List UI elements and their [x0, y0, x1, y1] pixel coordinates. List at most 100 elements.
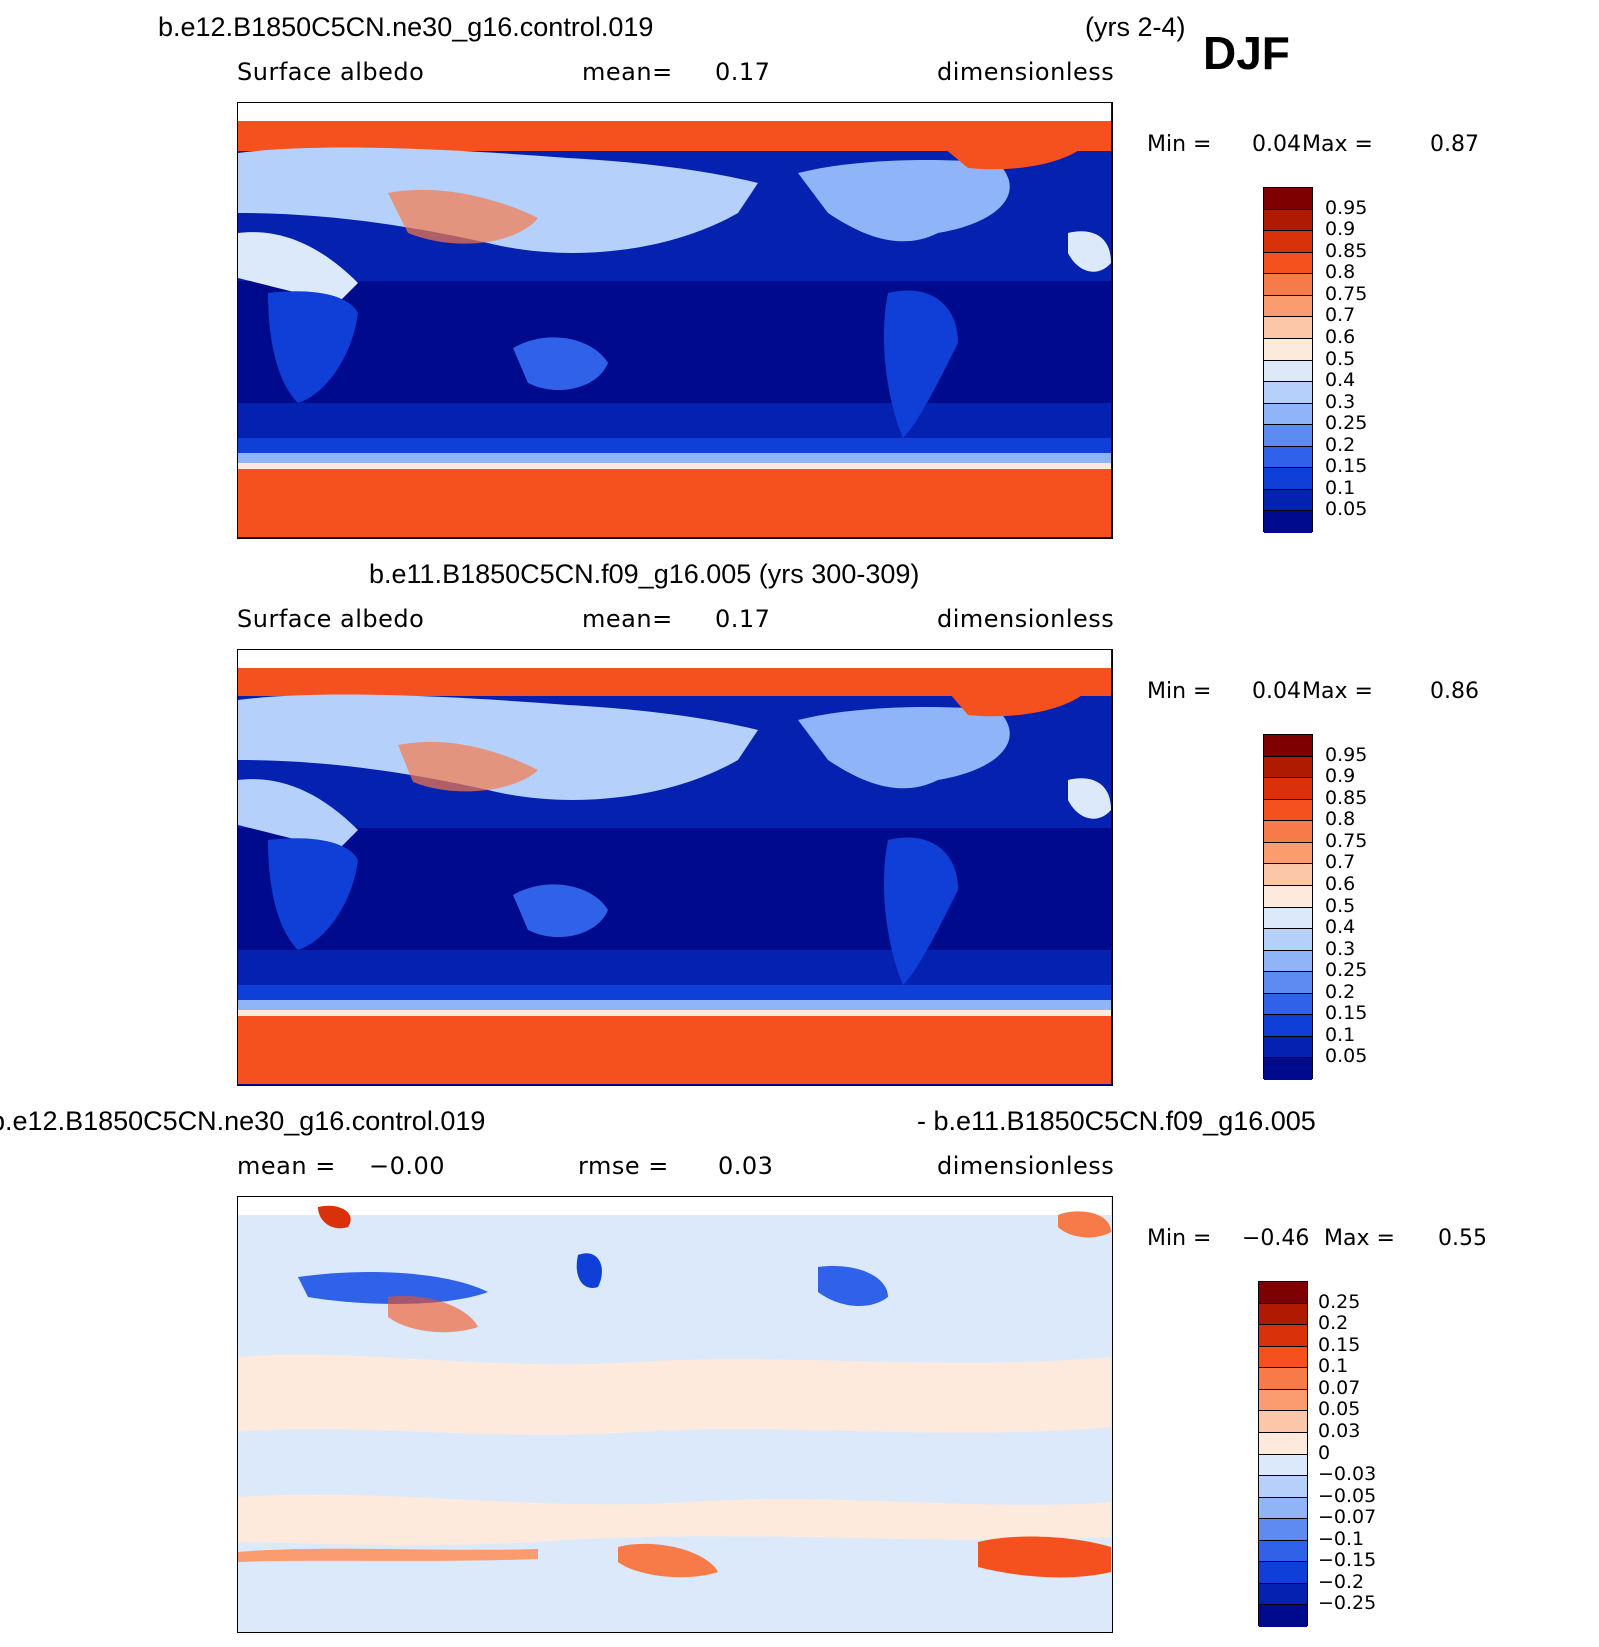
panel3-mean-label: mean = [237, 1152, 336, 1180]
colorbar-swatch [1259, 1389, 1307, 1412]
colorbar-label: 0.15 [1325, 1002, 1368, 1025]
panel1-min-value: 0.04 [1252, 132, 1301, 157]
colorbar-label: 0.3 [1325, 937, 1356, 960]
colorbar-swatch [1264, 1058, 1312, 1080]
albedo-colorbar-swatches [1263, 734, 1313, 1080]
colorbar-label: 0.05 [1318, 1398, 1361, 1421]
panel2-units: dimensionless [937, 605, 1115, 633]
panel1-min-label: Min = [1147, 132, 1212, 157]
panel3-title-left: b.e12.B1850C5CN.ne30_g16.control.019 [0, 1106, 486, 1136]
colorbar-swatch [1264, 188, 1312, 210]
panel3-title-right: - b.e11.B1850C5CN.f09_g16.005 [917, 1106, 1316, 1136]
panel2-map-field [238, 650, 1111, 1084]
colorbar-label: 0.05 [1325, 498, 1368, 521]
colorbar-swatch [1264, 231, 1312, 253]
colorbar-swatch [1259, 1605, 1307, 1627]
colorbar-swatch [1259, 1303, 1307, 1326]
colorbar-label: −0.05 [1318, 1484, 1377, 1507]
colorbar-label: 0.6 [1325, 872, 1356, 895]
panel3-max-label: Max = [1324, 1226, 1395, 1251]
season-label: DJF [1203, 27, 1290, 79]
colorbar-label: 0.75 [1325, 282, 1368, 305]
colorbar-label: 0.9 [1325, 218, 1356, 241]
colorbar-label: 0.4 [1325, 369, 1356, 392]
colorbar-label: −0.2 [1318, 1570, 1365, 1593]
colorbar-swatch [1259, 1325, 1307, 1347]
panel1-units: dimensionless [937, 58, 1115, 86]
colorbar-swatch [1259, 1497, 1307, 1520]
colorbar-swatch [1264, 972, 1312, 994]
colorbar-swatch [1264, 274, 1312, 296]
panel2-title: b.e11.B1850C5CN.f09_g16.005 (yrs 300-309… [369, 559, 920, 589]
colorbar-label: 0.15 [1318, 1333, 1361, 1356]
colorbar-swatch [1264, 842, 1312, 865]
panel2-map [237, 649, 1113, 1086]
colorbar-swatch [1259, 1540, 1307, 1563]
colorbar-swatch [1264, 489, 1312, 512]
colorbar-swatch [1264, 382, 1312, 404]
panel3-rmse-label: rmse = [578, 1152, 669, 1180]
colorbar-swatch [1264, 425, 1312, 447]
colorbar-label: 0.8 [1325, 261, 1356, 284]
case1-title: b.e12.B1850C5CN.ne30_g16.control.019 [158, 12, 654, 42]
colorbar-label: 0.1 [1325, 476, 1356, 499]
colorbar-label: 0.25 [1325, 959, 1368, 982]
colorbar-swatch [1264, 338, 1312, 361]
colorbar-swatch [1264, 317, 1312, 339]
colorbar-label: 0 [1318, 1441, 1331, 1464]
colorbar-label: 0.7 [1325, 851, 1356, 874]
colorbar-swatch [1264, 446, 1312, 469]
colorbar-label: 0.6 [1325, 325, 1356, 348]
colorbar-label: −0.03 [1318, 1463, 1377, 1486]
colorbar-label: −0.07 [1318, 1506, 1377, 1529]
colorbar-swatch [1264, 993, 1312, 1016]
colorbar-swatch [1259, 1346, 1307, 1369]
colorbar-label: 0.1 [1325, 1023, 1356, 1046]
colorbar-swatch [1264, 885, 1312, 908]
colorbar-label: 0.95 [1325, 196, 1368, 219]
panel3-min-value: −0.46 [1242, 1226, 1310, 1251]
colorbar-label: 0.2 [1325, 980, 1356, 1003]
colorbar-label: 0.1 [1318, 1355, 1349, 1378]
colorbar-label: −0.25 [1318, 1592, 1377, 1615]
colorbar-swatch [1259, 1562, 1307, 1584]
panel3-units: dimensionless [937, 1152, 1115, 1180]
colorbar-swatch [1259, 1519, 1307, 1541]
panel1-max-label: Max = [1302, 132, 1373, 157]
panel2-min-value: 0.04 [1252, 679, 1301, 704]
colorbar-label: 0.4 [1325, 916, 1356, 939]
panel2-max-value: 0.86 [1430, 679, 1479, 704]
colorbar-label: −0.1 [1318, 1527, 1365, 1550]
colorbar-label: 0.3 [1325, 390, 1356, 413]
colorbar-label: 0.25 [1325, 412, 1368, 435]
colorbar-swatch [1264, 1015, 1312, 1037]
panel1-map-field [238, 103, 1111, 537]
panel2-mean-label: mean= [582, 605, 673, 633]
panel2-min-label: Min = [1147, 679, 1212, 704]
colorbar-swatch [1259, 1583, 1307, 1606]
colorbar-label: 0.5 [1325, 347, 1356, 370]
panel3-mean-value: −0.00 [369, 1152, 446, 1180]
colorbar-swatch [1264, 360, 1312, 383]
panel3-map [237, 1196, 1113, 1633]
albedo-colorbar-swatches [1263, 187, 1313, 533]
colorbar-label: 0.2 [1318, 1312, 1349, 1335]
panel1-max-value: 0.87 [1430, 132, 1479, 157]
colorbar-label: 0.25 [1318, 1290, 1361, 1313]
colorbar-label: 0.15 [1325, 455, 1368, 478]
colorbar-label: 0.75 [1325, 829, 1368, 852]
colorbar-swatch [1264, 929, 1312, 951]
colorbar-swatch [1259, 1432, 1307, 1455]
colorbar-swatch [1259, 1476, 1307, 1498]
panel3-rmse-value: 0.03 [718, 1152, 774, 1180]
colorbar-label: 0.5 [1325, 894, 1356, 917]
case1-years: (yrs 2-4) [1085, 12, 1186, 42]
colorbar-label: 0.03 [1318, 1419, 1361, 1442]
difference-colorbar-swatches [1258, 1281, 1308, 1627]
colorbar-label: 0.95 [1325, 743, 1368, 766]
colorbar-swatch [1264, 821, 1312, 843]
colorbar-label: 0.07 [1318, 1376, 1361, 1399]
colorbar-swatch [1264, 950, 1312, 973]
panel3-map-field [238, 1197, 1111, 1631]
colorbar-label: 0.05 [1325, 1045, 1368, 1068]
